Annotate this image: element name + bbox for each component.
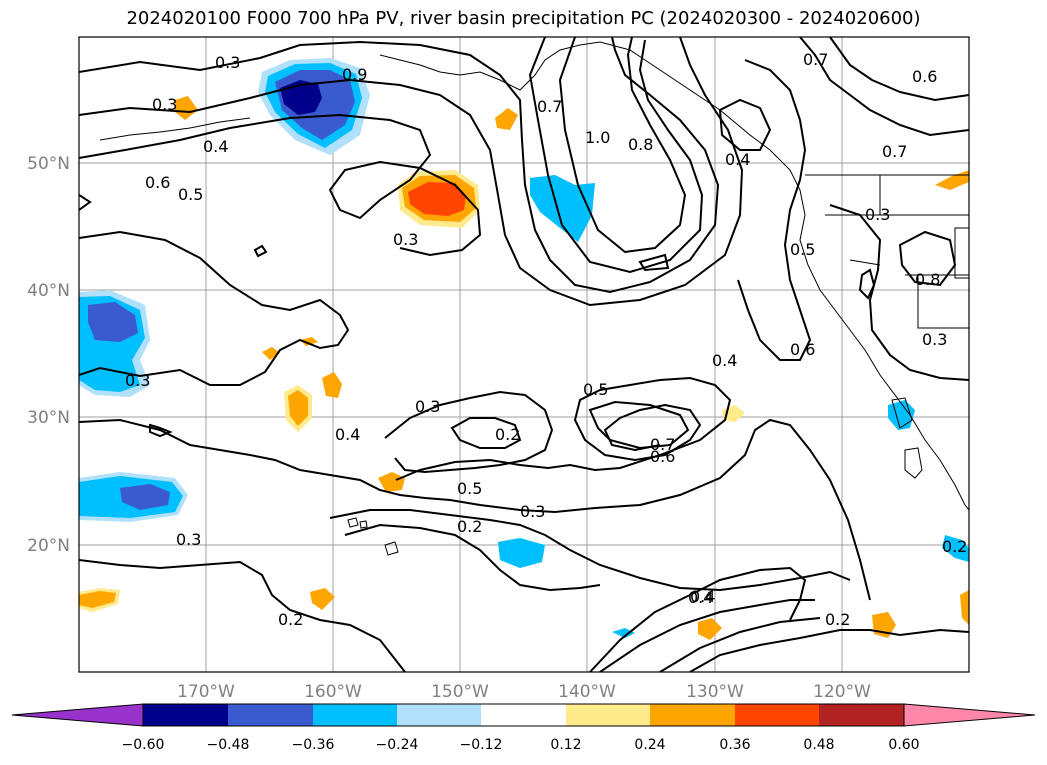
colorbar-segment	[566, 704, 650, 726]
lon-tick-label: 150°W	[431, 682, 489, 702]
contour-label: 0.5	[790, 240, 815, 259]
colorbar-label: −0.60	[122, 737, 165, 753]
lat-tick-label: 50°N	[27, 154, 70, 174]
coastlines	[99, 41, 969, 556]
colorbar-label: 0.36	[719, 737, 750, 753]
colorbar-segment	[228, 704, 313, 726]
contour-label: 0.4	[712, 351, 737, 370]
contour-label: 0.4	[725, 150, 750, 169]
lon-tick-label: 170°W	[177, 682, 235, 702]
colorbar-label: −0.12	[460, 737, 503, 753]
pv-contours	[79, 37, 969, 672]
contour-label: 0.6	[650, 447, 675, 466]
contour-labels: 0.3 0.9 0.3 0.4 0.6 0.5 0.3 0.7 1.0 0.8 …	[125, 50, 967, 629]
lon-tick-label: 130°W	[686, 682, 744, 702]
colorbar-segment	[313, 704, 397, 726]
contour-label: 0.3	[125, 371, 150, 390]
contour-label: 0.4	[203, 137, 228, 156]
contour-label: 0.4	[688, 588, 713, 607]
colorbar-label: −0.36	[292, 737, 335, 753]
contour-label: 0.3	[520, 502, 545, 521]
anomaly-fills	[79, 58, 969, 640]
colorbar-extend-low	[11, 703, 144, 727]
contour-label: 0.9	[342, 65, 367, 84]
contour-label: 0.3	[152, 95, 177, 114]
colorbar-segment	[143, 704, 228, 726]
contour-label: 0.3	[415, 397, 440, 416]
colorbar-label: −0.24	[376, 737, 419, 753]
colorbar: −0.60 −0.48 −0.36 −0.24 −0.12 0.12 0.24 …	[11, 703, 1036, 753]
colorbar-label: 0.60	[888, 737, 919, 753]
colorbar-segment	[735, 704, 819, 726]
contour-label: 0.3	[393, 230, 418, 249]
map-frame	[78, 36, 970, 673]
contour-label: 0.7	[537, 97, 562, 116]
contour-label: 0.6	[790, 340, 815, 359]
colorbar-segment	[819, 704, 904, 726]
lon-tick-label: 120°W	[813, 682, 871, 702]
contour-label: 0.3	[176, 530, 201, 549]
lat-tick-label: 40°N	[27, 281, 70, 301]
colorbar-segment	[481, 704, 566, 726]
contour-label: 0.2	[942, 537, 967, 556]
lon-tick-label: 140°W	[558, 682, 616, 702]
contour-label: 0.7	[803, 50, 828, 69]
contour-label: 0.2	[457, 517, 482, 536]
colorbar-segment	[650, 704, 735, 726]
colorbar-label: 0.24	[634, 737, 665, 753]
contour-label: 0.5	[178, 185, 203, 204]
contour-label: 0.4	[690, 587, 715, 606]
map-title: 2024020100 F000 700 hPa PV, river basin …	[126, 8, 921, 29]
contour-label: 1.0	[585, 128, 610, 147]
colorbar-label: −0.48	[207, 737, 250, 753]
colorbar-segment	[397, 704, 481, 726]
contour-label: 0.3	[922, 330, 947, 349]
contour-label: 0.5	[583, 380, 608, 399]
contour-label: 0.8	[628, 135, 653, 154]
lon-tick-labels: 170°W 160°W 150°W 140°W 130°W 120°W	[177, 682, 871, 702]
contour-label: 0.3	[215, 53, 240, 72]
lat-tick-labels: 50°N 40°N 30°N 20°N	[27, 154, 70, 556]
map-area: 0.3 0.9 0.3 0.4 0.6 0.5 0.3 0.7 1.0 0.8 …	[79, 37, 969, 672]
contour-label: 0.6	[912, 67, 937, 86]
contour-label: 0.5	[457, 479, 482, 498]
contour-label: 0.4	[335, 425, 360, 444]
contour-label: 0.7	[650, 435, 675, 454]
colorbar-label: 0.12	[550, 737, 581, 753]
contour-label: 0.2	[495, 425, 520, 444]
contour-label: 0.7	[882, 142, 907, 161]
contour-label: 0.2	[825, 610, 850, 629]
colorbar-extend-high	[903, 703, 1036, 727]
contour-label: 0.3	[865, 205, 890, 224]
lon-tick-label: 160°W	[304, 682, 362, 702]
contour-label: 0.8	[915, 270, 940, 289]
colorbar-frame	[142, 703, 905, 727]
contour-label: 0.6	[145, 173, 170, 192]
contour-label: 0.2	[278, 610, 303, 629]
lat-tick-label: 30°N	[27, 408, 70, 428]
colorbar-label: 0.48	[803, 737, 834, 753]
lat-tick-label: 20°N	[27, 536, 70, 556]
